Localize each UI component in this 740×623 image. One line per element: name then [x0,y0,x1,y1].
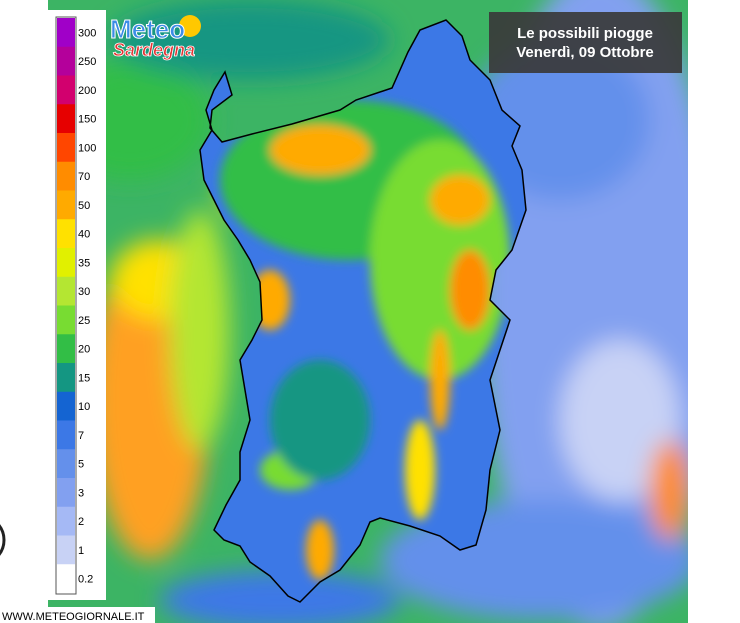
title-line1: Le possibili piogge [517,25,653,42]
legend-swatch [57,18,75,48]
title-line2: Venerdì, 09 Ottobre [516,44,654,61]
legend-label: 200 [78,85,96,97]
legend-swatch [57,535,75,565]
legend-label: 40 [78,229,90,241]
legend-swatch [57,420,75,450]
legend-swatch [57,478,75,508]
legend-swatch [57,104,75,134]
legend-label: 10 [78,401,90,413]
legend-swatch [57,46,75,76]
legend-swatch [57,276,75,306]
legend-swatch [57,334,75,364]
legend-swatch [57,161,75,191]
legend-label: 30 [78,286,90,298]
legend-swatch [57,391,75,421]
legend-swatch [57,506,75,536]
sea-field [48,0,688,623]
legend-swatch [57,133,75,163]
legend-bg [48,10,106,600]
footer-url: WWW.METEOGIORNALE.IT [2,611,145,623]
legend-label: 1 [78,545,84,557]
legend-swatch [57,219,75,249]
legend-label: 35 [78,257,90,269]
legend-label: 5 [78,459,84,471]
legend-label: 7 [78,430,84,442]
legend-label: 150 [78,114,96,126]
legend-label: 15 [78,372,90,384]
legend-swatch [57,449,75,479]
edge-arc [0,524,6,556]
legend-swatch [57,248,75,278]
legend-label: 20 [78,344,90,356]
legend-label: 300 [78,27,96,39]
legend-label: 0.2 [78,574,93,586]
legend-label: 50 [78,200,90,212]
legend-label: 25 [78,315,90,327]
legend-label: 250 [78,56,96,68]
legend-label: 3 [78,487,84,499]
logo-line2: Sardegna [113,40,195,60]
logo-line1: Meteo [110,14,185,44]
logo: Meteo Sardegna [110,14,201,60]
legend-swatch [57,305,75,335]
legend: 300 250 200 150 100 70 50 40 35 30 25 20 15 10 7 5 3 2 1 0.… [48,10,106,600]
title-box: Le possibili piogge Venerdì, 09 Ottobre [489,12,682,73]
legend-swatch [57,190,75,220]
legend-label: 2 [78,516,84,528]
legend-swatch [57,564,75,594]
legend-swatch [57,75,75,105]
legend-label: 70 [78,171,90,183]
legend-swatch [57,363,75,393]
footer-bg [0,607,155,623]
legend-label: 100 [78,142,96,154]
